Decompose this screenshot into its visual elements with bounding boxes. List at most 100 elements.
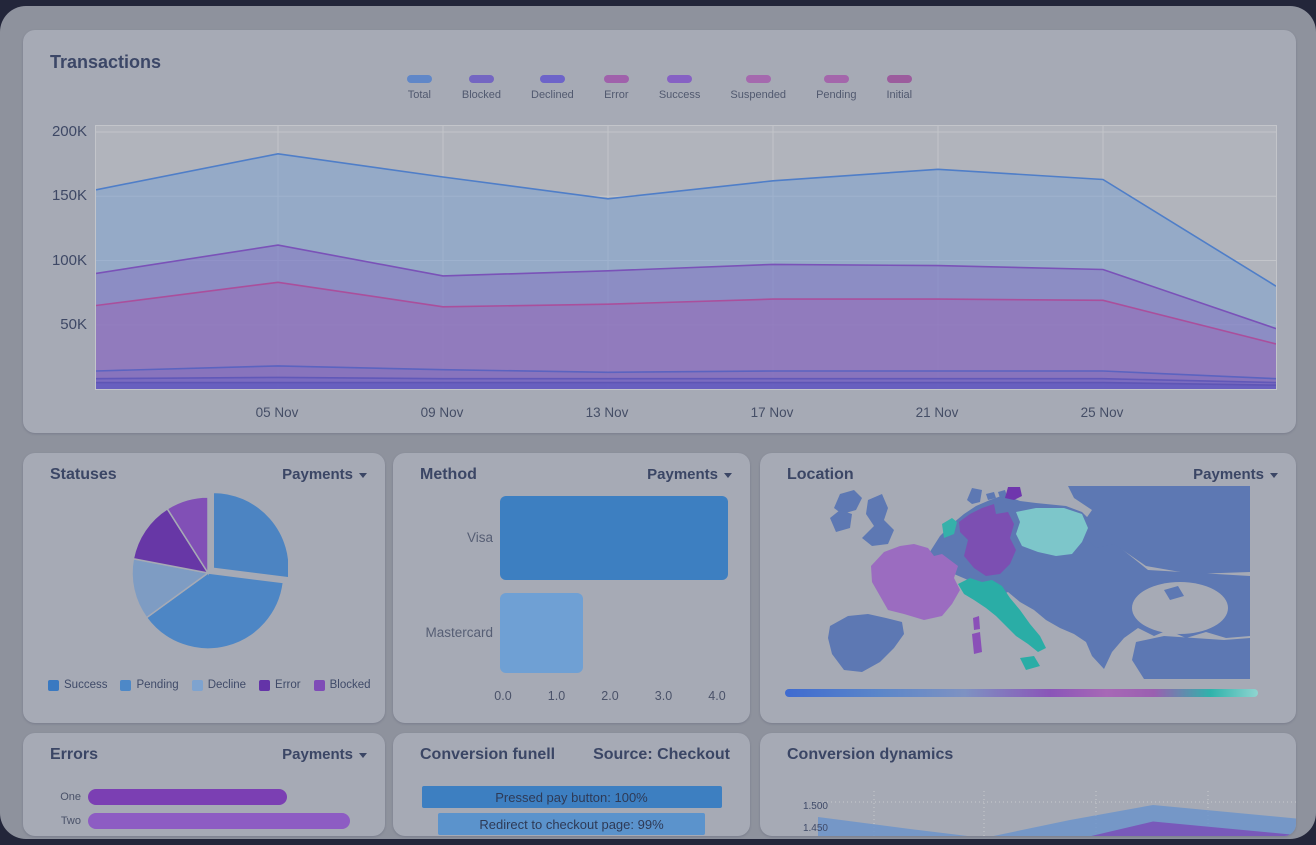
country-germany bbox=[959, 504, 1016, 576]
legend-item: Total bbox=[406, 75, 432, 101]
transactions-title: Transactions bbox=[50, 52, 162, 72]
dynamics-panel: Conversion dynamics 1.500 1.450 bbox=[760, 733, 1296, 836]
legend-item: Suspended bbox=[730, 75, 786, 101]
pie-legend-label: Pending bbox=[136, 679, 179, 691]
x-tick-label: 05 Nov bbox=[255, 405, 299, 420]
transactions-legend: Total Blocked Declined Error Success Suspende… bbox=[23, 75, 1296, 101]
y-tick-label: 200K bbox=[51, 123, 87, 140]
country-sardinia bbox=[972, 632, 982, 654]
chevron-down-icon bbox=[359, 753, 367, 758]
legend-swatch bbox=[886, 75, 912, 83]
legend-label: Pending bbox=[816, 89, 857, 101]
pie-legend-item: Blocked bbox=[313, 679, 371, 691]
legend-item: Declined bbox=[531, 75, 574, 101]
country-ireland bbox=[830, 510, 852, 532]
legend-swatch bbox=[603, 75, 629, 83]
y-tick-label: 100K bbox=[51, 251, 87, 269]
pie-slice-pending bbox=[145, 572, 285, 650]
method-x-tick: 1.0 bbox=[547, 689, 566, 703]
funnel-step-1: Pressed pay button: 100% bbox=[421, 786, 722, 808]
location-title: Location bbox=[787, 466, 854, 483]
location-payments-dropdown[interactable]: Payments bbox=[1193, 466, 1278, 483]
country-sicily bbox=[1020, 656, 1040, 670]
country-italy bbox=[958, 578, 1046, 652]
legend-label: Suspended bbox=[730, 89, 787, 101]
black-sea bbox=[1132, 582, 1228, 634]
pie-slice-decline bbox=[131, 557, 210, 619]
pie-legend-swatch bbox=[120, 679, 132, 691]
x-tick-label: 13 Nov bbox=[585, 405, 629, 420]
country-iceland bbox=[834, 490, 862, 514]
method-title: Method bbox=[420, 466, 477, 483]
x-tick-label: 17 Nov bbox=[750, 405, 794, 420]
europe-map bbox=[828, 486, 1250, 679]
pie-legend-swatch bbox=[313, 679, 325, 691]
statuses-panel: Statuses Payments Success Pending Decline E… bbox=[23, 453, 385, 723]
danish-islands bbox=[986, 490, 1007, 500]
method-panel: Method Payments Visa Mastercard 0.0 1.0 2.0 3… bbox=[393, 453, 750, 723]
dynamics-y-tick: 1.450 bbox=[802, 823, 828, 834]
chevron-down-icon bbox=[724, 473, 732, 478]
dynamics-y-tick: 1.500 bbox=[802, 801, 828, 812]
country-poland bbox=[1016, 508, 1088, 556]
pie-legend-label: Decline bbox=[207, 679, 247, 691]
legend-item: Initial bbox=[886, 75, 912, 101]
method-payments-dropdown[interactable]: Payments bbox=[647, 466, 732, 483]
country-uk bbox=[862, 494, 894, 546]
country-turkey bbox=[1132, 636, 1250, 679]
statuses-dropdown-label: Payments bbox=[282, 466, 353, 483]
errors-bar-one bbox=[88, 789, 287, 805]
errors-dropdown-label: Payments bbox=[282, 746, 353, 763]
pie-slice-blocked bbox=[166, 496, 209, 576]
country-norway bbox=[967, 488, 982, 504]
chevron-down-icon bbox=[1270, 473, 1278, 478]
country-crimea bbox=[1164, 586, 1184, 600]
legend-label: Initial bbox=[886, 89, 913, 101]
funnel-source-label: Source: Checkout bbox=[593, 746, 730, 763]
x-tick-label: 21 Nov bbox=[915, 405, 959, 420]
statuses-title: Statuses bbox=[50, 466, 117, 483]
pie-slice-success bbox=[212, 491, 290, 579]
country-france bbox=[871, 544, 960, 620]
legend-label: Total bbox=[407, 89, 431, 101]
legend-swatch bbox=[667, 75, 693, 83]
legend-label: Error bbox=[604, 89, 629, 101]
transactions-panel: Transactions Total Blocked Declined Error Su… bbox=[23, 30, 1296, 433]
errors-payments-dropdown[interactable]: Payments bbox=[282, 746, 367, 763]
statuses-legend: Success Pending Decline Error Blocked bbox=[48, 679, 371, 691]
legend-swatch bbox=[823, 75, 849, 83]
pie-legend-swatch bbox=[48, 679, 59, 691]
pie-legend-item: Error bbox=[259, 679, 301, 691]
pie-legend-swatch bbox=[259, 679, 271, 691]
pie-legend-label: Success bbox=[64, 679, 108, 691]
dynamics-title: Conversion dynamics bbox=[787, 746, 954, 763]
pie-legend-swatch bbox=[191, 679, 203, 691]
pie-legend-item: Success bbox=[48, 679, 107, 691]
legend-swatch bbox=[745, 75, 771, 83]
transactions-chart-svg bbox=[96, 126, 1276, 389]
legend-label: Success bbox=[658, 89, 701, 101]
method-x-tick: 0.0 bbox=[494, 689, 512, 703]
errors-category-label: One bbox=[60, 791, 81, 803]
country-corsica bbox=[973, 616, 980, 630]
dashboard-window: Transactions Total Blocked Declined Error Su… bbox=[0, 6, 1316, 839]
location-dropdown-label: Payments bbox=[1193, 466, 1264, 483]
errors-title: Errors bbox=[50, 746, 99, 763]
chevron-down-icon bbox=[359, 473, 367, 478]
legend-label: Blocked bbox=[461, 89, 501, 101]
errors-panel: Errors Payments One Two bbox=[23, 733, 385, 836]
legend-swatch bbox=[406, 75, 432, 83]
funnel-step-2: Redirect to checkout page: 99% bbox=[438, 813, 705, 835]
y-tick-label: 150K bbox=[51, 187, 87, 205]
funnel-title: Conversion funell bbox=[420, 746, 556, 763]
transactions-chart bbox=[95, 125, 1277, 390]
pie-legend-label: Error bbox=[275, 679, 301, 691]
legend-swatch bbox=[539, 75, 565, 83]
legend-item: Pending bbox=[816, 75, 856, 101]
funnel-panel: Conversion funell Source: Checkout Press… bbox=[393, 733, 750, 836]
statuses-pie-chart bbox=[128, 491, 290, 653]
legend-swatch bbox=[468, 75, 494, 83]
pie-legend-item: Decline bbox=[191, 679, 247, 691]
method-x-tick: 4.0 bbox=[708, 689, 726, 703]
statuses-payments-dropdown[interactable]: Payments bbox=[282, 466, 367, 483]
